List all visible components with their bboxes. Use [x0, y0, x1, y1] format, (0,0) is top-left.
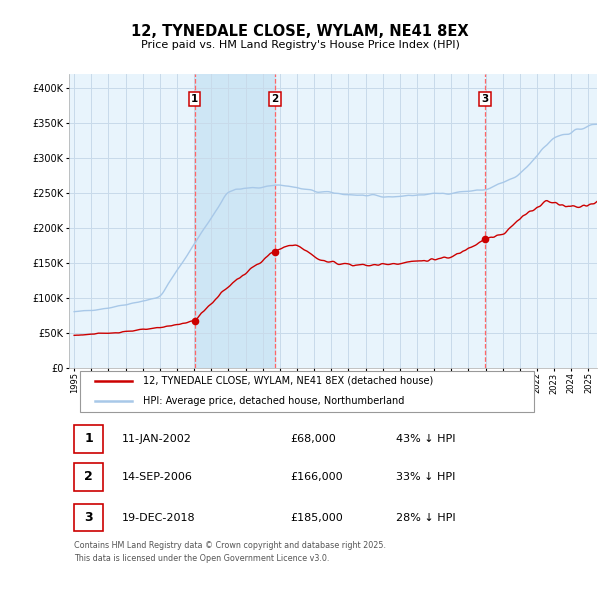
Text: 43% ↓ HPI: 43% ↓ HPI: [397, 434, 456, 444]
Text: 11-JAN-2002: 11-JAN-2002: [122, 434, 191, 444]
FancyBboxPatch shape: [74, 463, 103, 491]
Text: £68,000: £68,000: [291, 434, 337, 444]
FancyBboxPatch shape: [74, 425, 103, 453]
Text: £185,000: £185,000: [291, 513, 344, 523]
Text: 33% ↓ HPI: 33% ↓ HPI: [397, 472, 456, 482]
Text: 2: 2: [271, 94, 278, 104]
Text: 3: 3: [481, 94, 488, 104]
Text: HPI: Average price, detached house, Northumberland: HPI: Average price, detached house, Nort…: [143, 396, 404, 406]
Text: 19-DEC-2018: 19-DEC-2018: [122, 513, 196, 523]
FancyBboxPatch shape: [80, 371, 533, 412]
Text: 12, TYNEDALE CLOSE, WYLAM, NE41 8EX (detached house): 12, TYNEDALE CLOSE, WYLAM, NE41 8EX (det…: [143, 376, 433, 386]
Text: Price paid vs. HM Land Registry's House Price Index (HPI): Price paid vs. HM Land Registry's House …: [140, 40, 460, 50]
FancyBboxPatch shape: [74, 504, 103, 532]
Text: Contains HM Land Registry data © Crown copyright and database right 2025.
This d: Contains HM Land Registry data © Crown c…: [74, 541, 386, 563]
Text: 12, TYNEDALE CLOSE, WYLAM, NE41 8EX: 12, TYNEDALE CLOSE, WYLAM, NE41 8EX: [131, 24, 469, 38]
Text: 28% ↓ HPI: 28% ↓ HPI: [397, 513, 456, 523]
Bar: [194, 74, 275, 368]
Text: 1: 1: [85, 432, 93, 445]
Text: 3: 3: [85, 511, 93, 524]
Text: 14-SEP-2006: 14-SEP-2006: [122, 472, 193, 482]
Text: £166,000: £166,000: [291, 472, 343, 482]
Text: 1: 1: [191, 94, 198, 104]
Text: 2: 2: [85, 470, 93, 483]
